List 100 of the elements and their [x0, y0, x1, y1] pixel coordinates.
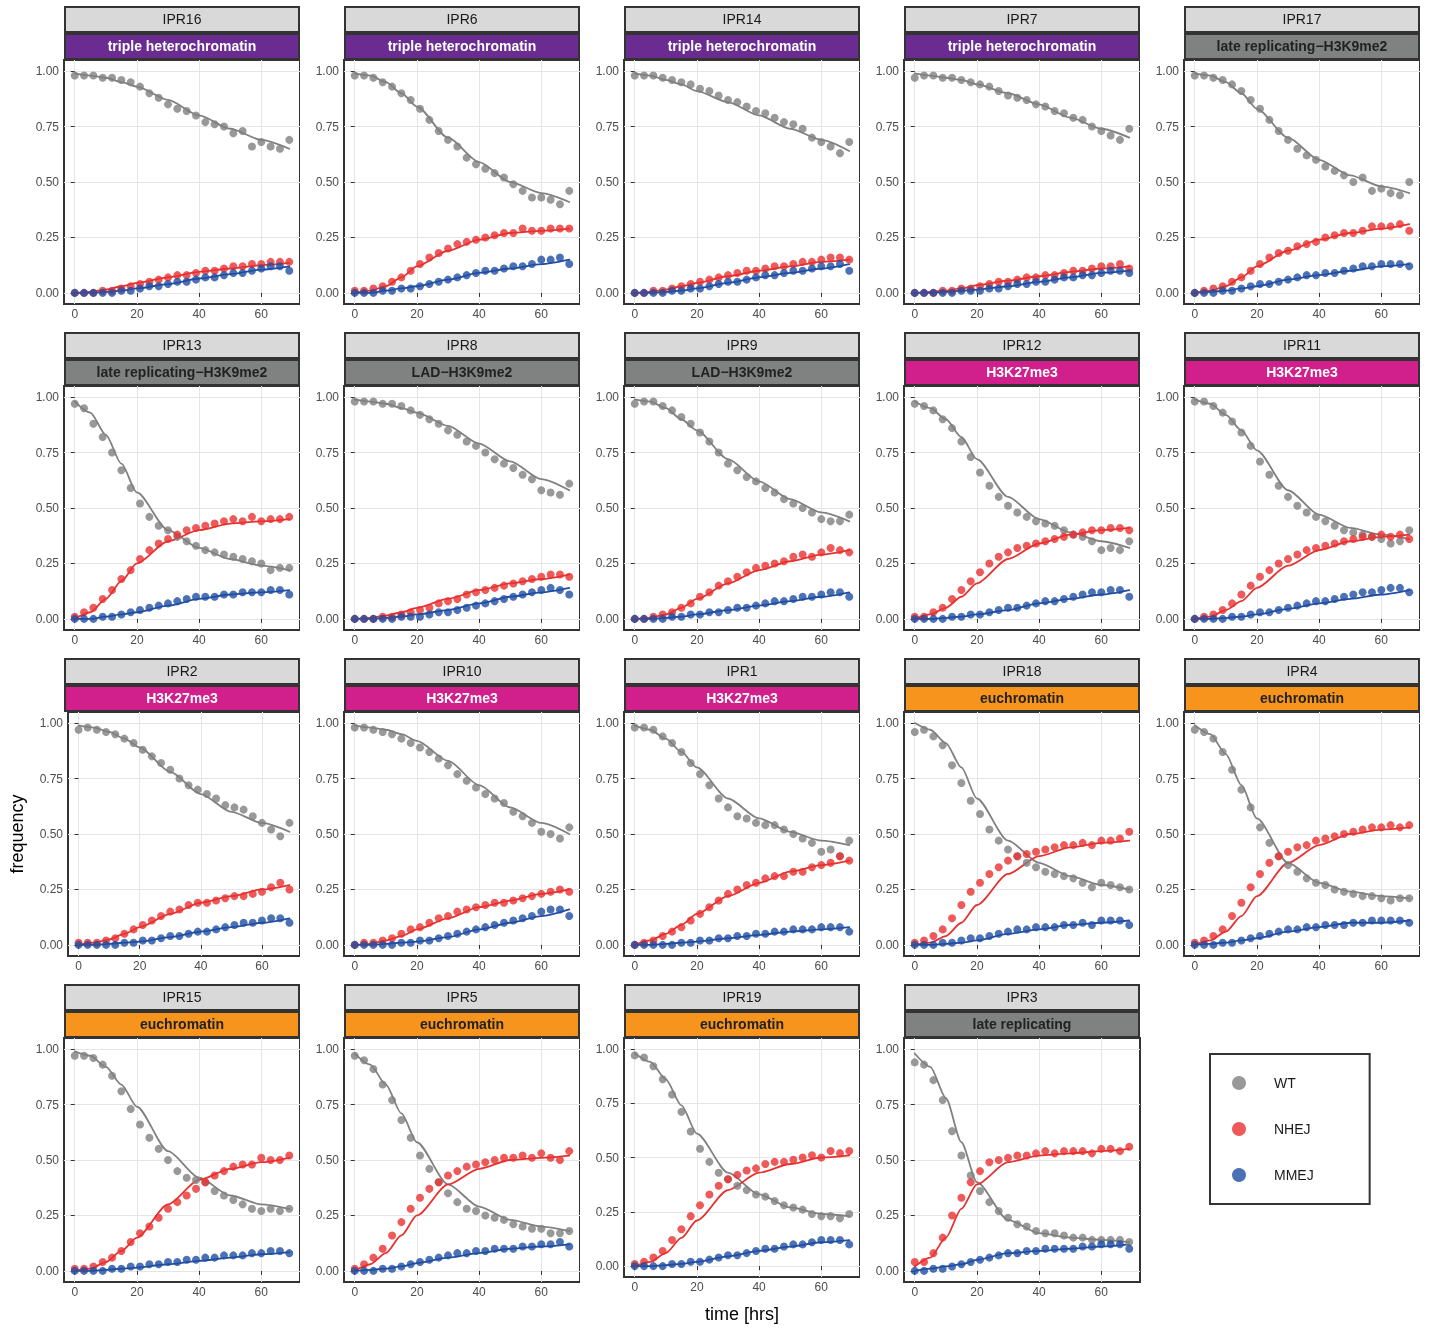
chart-title: IPR5	[344, 984, 580, 1011]
y-tick-label: 0.50	[39, 827, 64, 841]
y-tick-label: 0.00	[35, 1263, 60, 1278]
x-tick-label: 20	[970, 959, 984, 973]
chart-title: IPR7	[904, 6, 1140, 33]
x-tick-label: 40	[1312, 633, 1327, 647]
chart-title: IPR19	[624, 984, 860, 1011]
y-tick-label: 0.50	[1155, 175, 1180, 189]
x-tick-label: 60	[254, 633, 269, 647]
y-tick-label: 0.75	[315, 445, 340, 460]
x-tick-label: 20	[690, 633, 704, 647]
chart-subtitle: euchromatin	[624, 1011, 860, 1038]
x-tick-label: 0	[71, 1285, 79, 1299]
y-tick-label: 0.25	[595, 230, 620, 245]
x-tick-label: 20	[410, 959, 424, 973]
y-tick-label: 0.25	[35, 1208, 60, 1223]
chart-subtitle: triple heterochromatin	[64, 33, 300, 60]
y-tick-label: 0.25	[875, 230, 900, 245]
x-tick-label: 0	[351, 633, 359, 647]
x-tick-label: 0	[351, 1285, 359, 1299]
chart-title: IPR6	[344, 6, 580, 33]
chart-title: IPR15	[64, 984, 300, 1011]
y-tick-label: 0.75	[35, 1097, 60, 1112]
x-tick-label: 40	[752, 959, 767, 973]
y-tick-label: 0.00	[315, 285, 340, 300]
y-tick-label: 1.00	[35, 1042, 60, 1057]
chart-subtitle: euchromatin	[344, 1011, 580, 1038]
y-tick-label: 0.75	[875, 771, 900, 786]
y-tick-label: 0.00	[1155, 285, 1180, 300]
y-tick-label: 0.00	[315, 937, 340, 952]
x-tick-label: 40	[1032, 633, 1047, 647]
y-tick-label: 1.00	[315, 390, 340, 405]
y-tick-label: 0.75	[315, 119, 340, 134]
y-tick-label: 0.00	[875, 937, 900, 952]
x-tick-label: 20	[690, 1280, 704, 1294]
y-tick-label: 0.25	[39, 882, 64, 897]
y-tick-label: 0.75	[315, 1097, 340, 1112]
chart-subtitle: late replicating−H3K9me2	[1184, 33, 1420, 60]
y-tick-label: 0.50	[35, 1153, 60, 1167]
y-tick-label: 1.00	[875, 716, 900, 731]
x-tick-label: 0	[631, 307, 639, 321]
y-tick-label: 0.50	[315, 175, 340, 189]
x-tick-label: 0	[631, 1280, 639, 1294]
x-tick-label: 20	[410, 307, 424, 321]
x-tick-label: 40	[1032, 1285, 1047, 1299]
y-tick-label: 0.00	[875, 285, 900, 300]
x-tick-label: 60	[814, 1280, 829, 1294]
x-tick-label: 0	[911, 633, 919, 647]
y-tick-label: 0.75	[1155, 119, 1180, 134]
y-tick-label: 0.25	[315, 882, 340, 897]
y-tick-label: 0.25	[315, 1208, 340, 1223]
legend-label: MMEJ	[1274, 1167, 1314, 1183]
y-tick-label: 0.50	[595, 501, 620, 515]
x-tick-label: 0	[911, 1285, 919, 1299]
y-tick-label: 0.50	[875, 827, 900, 841]
chart-subtitle: H3K27me3	[624, 685, 860, 712]
x-tick-label: 0	[1191, 959, 1199, 973]
chart-subtitle: H3K27me3	[904, 359, 1140, 386]
x-tick-label: 60	[534, 1285, 549, 1299]
chart-subtitle: H3K27me3	[64, 685, 300, 712]
x-tick-label: 0	[911, 959, 919, 973]
y-tick-label: 0.25	[315, 230, 340, 245]
y-axis-title: frequency	[7, 794, 27, 874]
x-tick-label: 40	[752, 633, 767, 647]
y-tick-label: 0.25	[875, 556, 900, 571]
x-tick-label: 20	[1250, 307, 1264, 321]
x-tick-label: 60	[1374, 959, 1389, 973]
y-tick-label: 0.00	[39, 937, 64, 952]
x-tick-label: 60	[1374, 307, 1389, 321]
chart-subtitle: triple heterochromatin	[624, 33, 860, 60]
x-tick-label: 40	[472, 307, 487, 321]
x-axis-title: time [hrs]	[704, 1304, 780, 1324]
chart-title: IPR12	[904, 332, 1140, 359]
chart-title: IPR11	[1184, 332, 1420, 359]
x-tick-label: 0	[631, 633, 639, 647]
chart-title: IPR3	[904, 984, 1140, 1011]
chart-title: IPR1	[624, 658, 860, 685]
y-tick-label: 0.75	[1155, 771, 1180, 786]
y-tick-label: 0.50	[1155, 827, 1180, 841]
x-tick-label: 60	[534, 633, 549, 647]
x-tick-label: 40	[1032, 307, 1047, 321]
chart-title: IPR17	[1184, 6, 1420, 33]
y-tick-label: 0.50	[595, 827, 620, 841]
x-tick-label: 60	[1094, 633, 1109, 647]
x-tick-label: 40	[1312, 959, 1327, 973]
y-tick-label: 1.00	[1155, 390, 1180, 405]
x-tick-label: 40	[752, 1280, 767, 1294]
chart-subtitle: late replicating−H3K9me2	[64, 359, 300, 386]
x-tick-label: 60	[814, 959, 829, 973]
y-tick-label: 0.00	[35, 285, 60, 300]
y-tick-label: 0.00	[315, 1263, 340, 1278]
chart-title: IPR18	[904, 658, 1140, 685]
x-tick-label: 0	[631, 959, 639, 973]
y-tick-label: 1.00	[39, 716, 64, 731]
y-tick-label: 0.75	[875, 1097, 900, 1112]
y-tick-label: 1.00	[875, 1042, 900, 1057]
y-tick-label: 0.75	[315, 771, 340, 786]
y-tick-label: 0.25	[1155, 882, 1180, 897]
x-tick-label: 40	[192, 633, 207, 647]
y-tick-label: 0.50	[595, 1150, 620, 1165]
